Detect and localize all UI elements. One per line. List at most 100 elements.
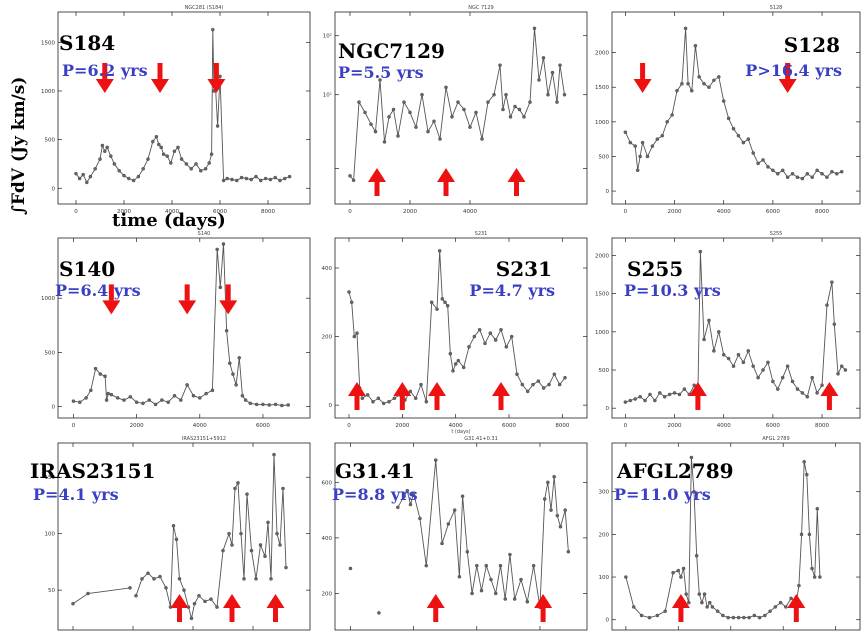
data-point: [140, 577, 144, 581]
period-label: P=8.8 yrs: [332, 485, 418, 504]
red-arrow-down: [778, 62, 797, 93]
y-tick-label: 2000: [595, 253, 609, 259]
panel-frame: [611, 11, 861, 205]
data-point: [633, 144, 637, 148]
data-point: [741, 140, 746, 145]
arrow-head: [95, 78, 114, 93]
arrow-head: [170, 594, 189, 608]
y-tick-label: 50: [48, 588, 55, 594]
data-point: [444, 85, 448, 90]
data-point: [457, 575, 462, 579]
data-point: [86, 591, 90, 596]
x-tick-label: 4000: [463, 209, 477, 215]
red-arrow-down: [178, 284, 197, 315]
data-point: [437, 249, 442, 253]
data-point: [160, 398, 164, 402]
data-point: [106, 391, 110, 396]
arrow-head: [426, 594, 445, 608]
data-point: [209, 597, 213, 601]
x-tick-label: 4000: [193, 423, 207, 429]
data-point: [432, 119, 436, 124]
x-tick-label: 4000: [717, 423, 731, 429]
data-point: [549, 508, 553, 512]
data-point: [799, 532, 804, 537]
y-tick-label: 10²: [323, 33, 332, 40]
data-point: [157, 142, 161, 147]
data-point: [795, 387, 800, 391]
data-point: [480, 137, 484, 141]
data-point: [773, 605, 778, 609]
data-point: [74, 171, 78, 176]
source-name-label: S184: [59, 31, 115, 55]
data-point: [240, 393, 245, 398]
panel-small-title: S140: [198, 231, 211, 237]
arrow-head: [820, 382, 839, 396]
data-point: [795, 175, 800, 179]
data-point: [392, 396, 397, 401]
data-point: [85, 180, 89, 185]
data-point: [209, 152, 214, 156]
data-point: [456, 358, 461, 363]
arrow-shaft: [399, 396, 405, 410]
data-point: [694, 553, 699, 558]
period-label: P>16.4 yrs: [745, 61, 842, 80]
data-point: [146, 571, 150, 575]
data-point: [199, 169, 203, 173]
data-point: [456, 100, 460, 104]
data-point: [408, 110, 412, 115]
data-point: [546, 92, 550, 97]
data-point: [805, 472, 809, 477]
data-point: [273, 402, 278, 407]
data-point: [504, 345, 509, 349]
panel-small-title: NGC281 (S184): [185, 5, 224, 11]
y-tick-label: 500: [45, 138, 56, 144]
data-point: [225, 176, 229, 181]
x-tick-label: 4000: [449, 423, 463, 429]
data-point: [768, 609, 772, 613]
data-point: [347, 290, 351, 294]
panel-afgl2789: 020004000600080000100200300AFGL 2789AFGL…: [599, 436, 861, 631]
arrow-head: [507, 168, 526, 182]
red-arrow-down: [207, 62, 226, 93]
data-point: [472, 334, 477, 339]
y-tick-label: 500: [45, 350, 56, 356]
data-point: [532, 26, 537, 31]
data-point: [815, 168, 819, 173]
data-point: [440, 297, 445, 301]
data-point: [785, 175, 790, 179]
arrow-shaft: [229, 608, 235, 622]
data-point: [665, 120, 669, 124]
x-tick-label: 2000: [395, 423, 409, 429]
data-point: [531, 382, 535, 387]
data-point: [105, 145, 109, 150]
data-point: [177, 577, 182, 581]
y-tick-label: 1000: [41, 89, 55, 95]
data-point: [269, 577, 273, 581]
data-point: [680, 82, 684, 86]
x-tick-label: 8000: [261, 209, 275, 215]
data-point: [672, 391, 677, 395]
panel-frame: [57, 237, 311, 419]
data-point: [78, 400, 82, 404]
data-point: [752, 613, 757, 618]
arrow-head: [368, 168, 386, 182]
data-point: [104, 398, 109, 402]
data-point: [702, 82, 706, 86]
data-point: [396, 134, 400, 138]
panel-small-title: S255: [770, 231, 783, 237]
data-point: [194, 162, 198, 166]
data-point: [402, 100, 406, 104]
data-point: [103, 374, 107, 378]
y-tick-label: 200: [599, 532, 610, 538]
data-point: [820, 383, 824, 388]
data-point: [468, 125, 472, 129]
data-point: [731, 127, 736, 131]
data-point: [715, 609, 720, 613]
data-point: [357, 100, 361, 104]
data-point: [387, 399, 391, 404]
data-point: [446, 522, 451, 526]
y-tick-label: 1500: [595, 85, 609, 91]
y-tick-label: 100: [599, 575, 610, 581]
data-point: [676, 568, 681, 573]
data-point: [377, 611, 381, 615]
